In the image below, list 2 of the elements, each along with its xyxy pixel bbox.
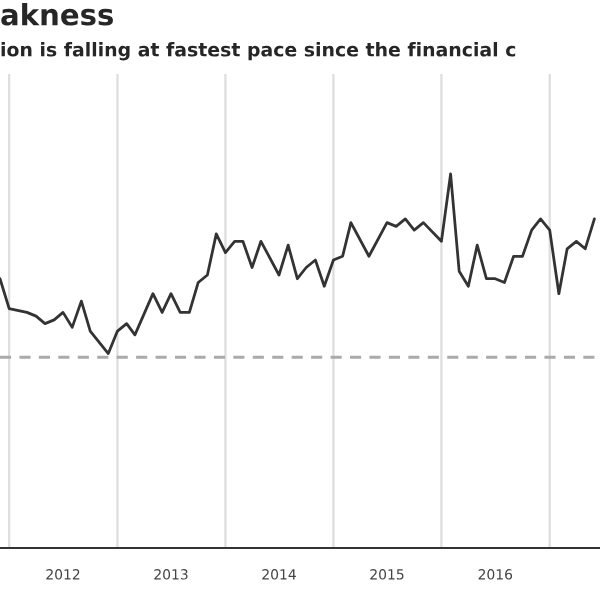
chart-subtitle: ion is falling at fastest pace since the financial c: [1, 42, 516, 61]
chart-title: akness: [1, 3, 113, 26]
